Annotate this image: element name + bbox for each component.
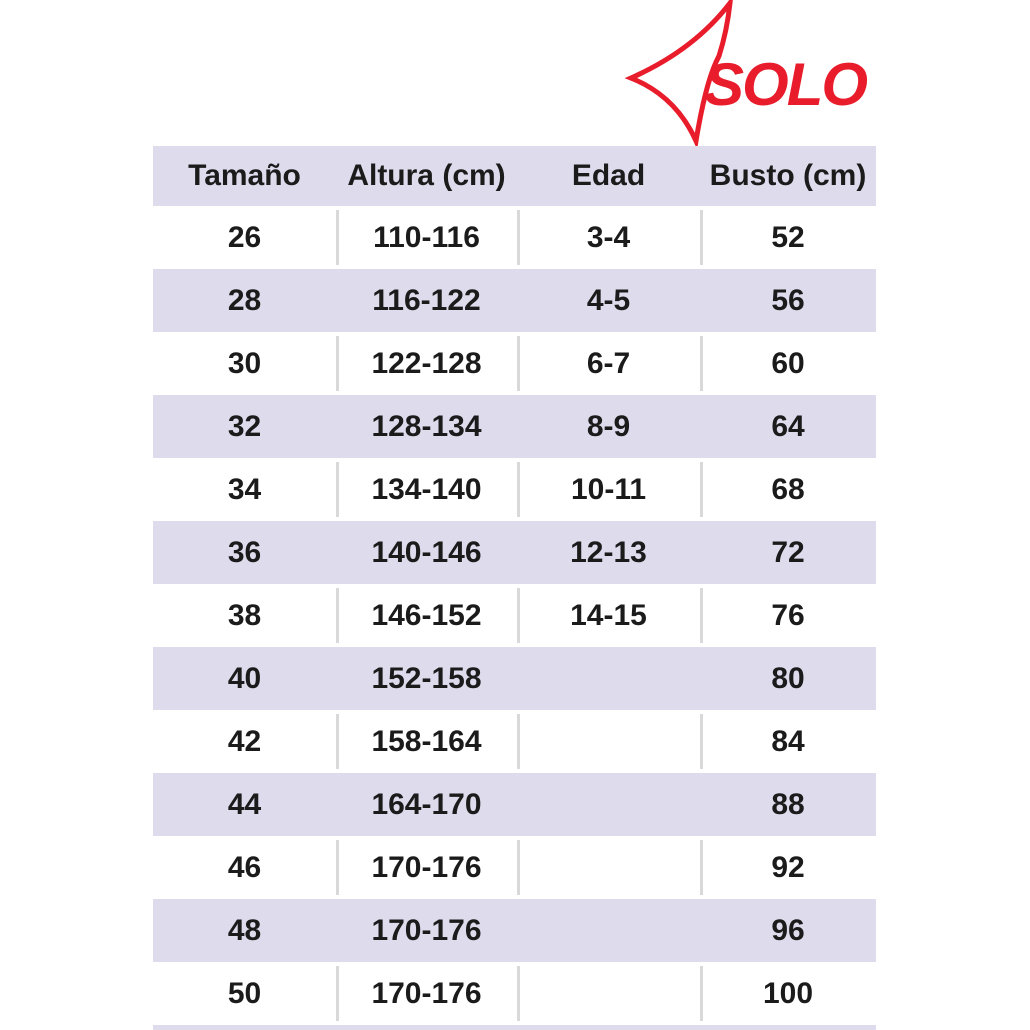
table-cell: 52 <box>700 206 876 269</box>
table-cell: 30 <box>227 346 262 380</box>
table-cell: 80 <box>771 661 805 695</box>
table-cell: 170-176 <box>371 913 482 947</box>
table-cell: 56 <box>771 283 805 317</box>
column-header-altura: Altura (cm) <box>347 159 506 192</box>
table-cell: 88 <box>771 787 805 821</box>
table-header-row: Tamaño Altura (cm) Edad Busto (cm) <box>153 146 876 206</box>
table-row: 44 164-170 88 <box>153 773 876 836</box>
table-cell: 12-13 <box>570 535 647 569</box>
table-cell: 44 <box>227 787 262 821</box>
table-cell: 170-176 <box>336 962 517 1025</box>
table-cell: 8-9 <box>586 409 631 443</box>
table-row: 50 170-176 100 <box>153 962 876 1025</box>
logo-text: SOLO <box>704 51 868 118</box>
table-cell: 76 <box>700 584 876 647</box>
table-cell: 140-146 <box>371 535 482 569</box>
partial-next-row-strip <box>153 1025 876 1030</box>
table-cell: 4-5 <box>586 283 631 317</box>
table-cell: 28 <box>227 283 262 317</box>
table-cell: 92 <box>700 836 876 899</box>
table-cell: 152-158 <box>371 661 482 695</box>
table-cell: 60 <box>700 332 876 395</box>
table-row: 36 140-146 12-13 72 <box>153 521 876 584</box>
table-cell: 64 <box>771 409 805 443</box>
table-cell: 84 <box>700 710 876 773</box>
table-cell: 32 <box>227 409 262 443</box>
column-header-busto: Busto (cm) <box>709 159 867 192</box>
table-cell: 40 <box>227 661 262 695</box>
table-row: 48 170-176 96 <box>153 899 876 962</box>
table-cell <box>517 899 700 962</box>
size-chart-table: Tamaño Altura (cm) Edad Busto (cm) 26 11… <box>153 146 876 1030</box>
table-cell: 34 <box>227 472 262 506</box>
brand-logo: SOLO <box>0 0 1030 160</box>
table-row: 40 152-158 80 <box>153 647 876 710</box>
table-cell: 100 <box>700 962 876 1025</box>
table-cell: 3-4 <box>517 206 700 269</box>
table-row: 30 122-128 6-7 60 <box>153 332 876 395</box>
four-point-star-icon <box>624 0 733 150</box>
table-cell: 116-122 <box>372 283 481 317</box>
table-row: 34 134-140 10-11 68 <box>153 458 876 521</box>
table-cell: 50 <box>227 976 262 1010</box>
table-row: 38 146-152 14-15 76 <box>153 584 876 647</box>
table-row: 28 116-122 4-5 56 <box>153 269 876 332</box>
table-cell: 122-128 <box>336 332 517 395</box>
table-cell <box>517 710 700 773</box>
table-cell <box>517 647 700 710</box>
table-cell: 36 <box>227 535 262 569</box>
table-cell: 146-152 <box>336 584 517 647</box>
table-cell: 164-170 <box>371 787 482 821</box>
table-cell: 46 <box>227 850 262 884</box>
table-cell: 26 <box>227 220 262 254</box>
table-cell <box>517 962 700 1025</box>
table-cell: 170-176 <box>336 836 517 899</box>
column-header-tamano: Tamaño <box>188 159 301 192</box>
table-cell <box>517 773 700 836</box>
table-cell: 14-15 <box>517 584 700 647</box>
table-cell: 6-7 <box>517 332 700 395</box>
table-row: 32 128-134 8-9 64 <box>153 395 876 458</box>
table-cell: 96 <box>771 913 805 947</box>
table-row: 26 110-116 3-4 52 <box>153 206 876 269</box>
table-cell: 72 <box>771 535 805 569</box>
column-header-edad: Edad <box>571 159 646 192</box>
table-cell: 48 <box>227 913 262 947</box>
table-cell: 10-11 <box>517 458 700 521</box>
table-row: 42 158-164 84 <box>153 710 876 773</box>
table-cell: 158-164 <box>336 710 517 773</box>
table-cell: 42 <box>227 724 262 758</box>
table-cell: 68 <box>700 458 876 521</box>
table-cell: 38 <box>227 598 262 632</box>
table-cell: 110-116 <box>336 206 517 269</box>
table-cell: 128-134 <box>371 409 482 443</box>
table-row: 46 170-176 92 <box>153 836 876 899</box>
table-cell <box>517 836 700 899</box>
table-cell: 134-140 <box>336 458 517 521</box>
